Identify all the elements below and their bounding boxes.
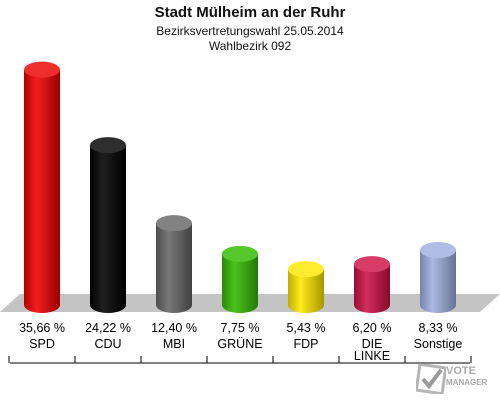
bar-cap bbox=[288, 261, 324, 278]
value-label: 35,66 % bbox=[19, 321, 65, 335]
value-label: 24,22 % bbox=[85, 321, 131, 335]
bar-cdu bbox=[90, 137, 126, 313]
bar-cap bbox=[156, 215, 192, 232]
bar-body bbox=[288, 269, 324, 313]
value-label: 5,43 % bbox=[287, 321, 326, 335]
bar-cap bbox=[354, 256, 390, 273]
value-label: 12,40 % bbox=[151, 321, 197, 335]
category-label: GRÜNE bbox=[217, 337, 262, 351]
value-label: 7,75 % bbox=[221, 321, 260, 335]
bar-cap bbox=[222, 245, 258, 262]
bar-sonstige bbox=[420, 242, 456, 313]
bar-cap bbox=[90, 137, 126, 154]
category-label: FDP bbox=[294, 337, 319, 351]
bar-die-linke bbox=[354, 256, 390, 313]
category-label: DIE bbox=[362, 337, 383, 351]
chart-title: Stadt Mülheim an der Ruhr bbox=[154, 4, 346, 21]
bar-body bbox=[420, 250, 456, 313]
bar-spd bbox=[24, 61, 60, 313]
bar-body bbox=[354, 264, 390, 313]
category-label: LINKE bbox=[354, 349, 390, 363]
bar-grüne bbox=[222, 245, 258, 313]
value-label: 8,33 % bbox=[419, 321, 458, 335]
checkmark-icon bbox=[416, 364, 446, 394]
vote-manager-wordmark: VOTE MANAGER bbox=[446, 365, 488, 388]
vote-manager-logo: VOTE MANAGER bbox=[416, 362, 496, 396]
value-label: 6,20 % bbox=[353, 321, 392, 335]
bar-cap bbox=[420, 242, 456, 259]
chart-subtitle: Bezirksvertretungswahl 25.05.2014 bbox=[156, 24, 344, 38]
category-label: CDU bbox=[94, 337, 121, 351]
bar-fdp bbox=[288, 261, 324, 313]
category-label: MBI bbox=[163, 337, 185, 351]
bar-body bbox=[156, 223, 192, 313]
bar-cap bbox=[24, 61, 60, 78]
chart-district: Wahlbezirk 092 bbox=[208, 39, 292, 53]
bar-body bbox=[24, 69, 60, 313]
bar-mbi bbox=[156, 215, 192, 313]
bar-body bbox=[90, 145, 126, 313]
bar-body bbox=[222, 253, 258, 313]
category-label: SPD bbox=[29, 337, 55, 351]
category-label: Sonstige bbox=[414, 337, 463, 351]
